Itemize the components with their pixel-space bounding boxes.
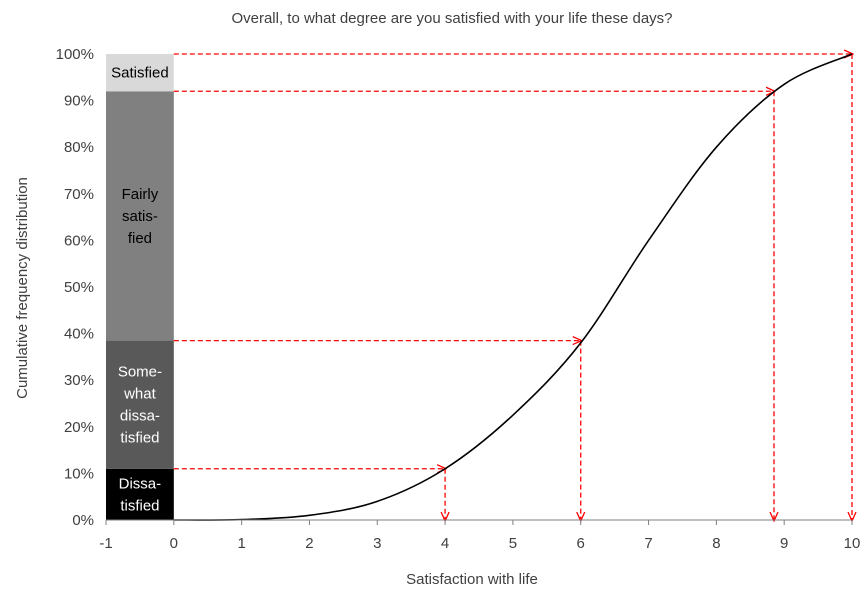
x-tick-label: 6 <box>577 535 585 552</box>
x-tick-label: 7 <box>644 535 652 552</box>
bar-segment-label-1: Some-what dissa-tisfied <box>118 364 162 447</box>
y-axis-title: Cumulative frequency distribution <box>14 177 31 399</box>
guide-arrows <box>173 54 852 520</box>
y-tick-label: 90% <box>64 93 94 110</box>
bar-segment-2 <box>106 91 174 341</box>
bar-segment-0 <box>106 468 174 520</box>
bar-segment-label-2: Fairly satis-fied <box>122 186 159 247</box>
x-axis-title: Satisfaction with life <box>406 571 538 588</box>
stacked-bar: Dissa-tisfied Some-what dissa-tisfied Fairl… <box>106 54 174 520</box>
bar-segment-1 <box>106 340 174 469</box>
x-tick-labels: -1 0 1 2 3 4 5 6 7 8 9 10 <box>99 520 860 552</box>
y-tick-label: 80% <box>64 139 94 156</box>
y-tick-label: 60% <box>64 232 94 249</box>
y-tick-label: 70% <box>64 186 94 203</box>
x-tick-label: 5 <box>509 535 517 552</box>
chart-title: Overall, to what degree are you satisfie… <box>231 10 672 27</box>
y-tick-labels: 0% 10% 20% 30% 40% 50% 60% 70% 80% 90% 100% <box>56 46 94 529</box>
y-tick-label: 20% <box>64 419 94 436</box>
x-tick-label: 4 <box>441 535 449 552</box>
x-tick-label: -1 <box>99 535 112 552</box>
y-tick-label: 100% <box>56 46 94 63</box>
x-tick-label: 1 <box>237 535 245 552</box>
y-tick-label: 10% <box>64 465 94 482</box>
x-tick-label: 0 <box>170 535 178 552</box>
x-tick-label: 2 <box>305 535 313 552</box>
bar-segment-label-3: Satisfied <box>111 65 169 82</box>
cumulative-curve <box>173 53 853 521</box>
y-tick-label: 30% <box>64 372 94 389</box>
x-tick-label: 10 <box>844 535 861 552</box>
y-tick-label: 40% <box>64 326 94 343</box>
x-tick-label: 8 <box>712 535 720 552</box>
x-tick-label: 9 <box>780 535 788 552</box>
y-tick-label: 50% <box>64 279 94 296</box>
y-tick-label: 0% <box>72 512 94 529</box>
bar-segment-3 <box>106 54 174 92</box>
x-tick-label: 3 <box>373 535 381 552</box>
bar-segment-label-0: Dissa-tisfied <box>119 475 162 514</box>
